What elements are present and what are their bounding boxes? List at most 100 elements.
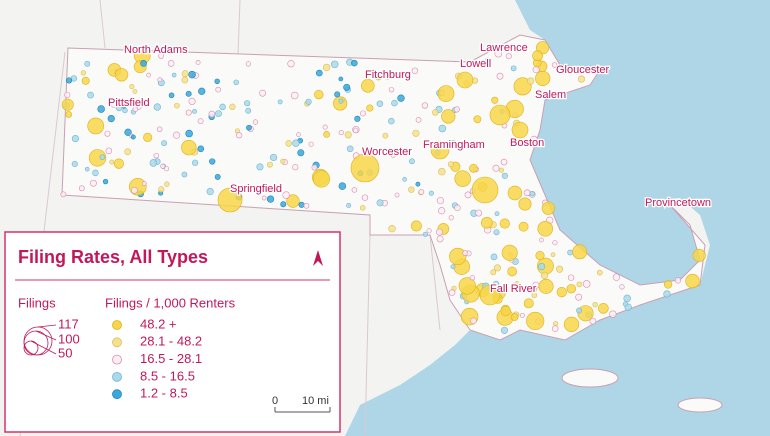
dot [412, 129, 420, 137]
dot [161, 140, 168, 147]
dot [330, 60, 339, 69]
dot [167, 60, 175, 67]
dot [277, 99, 283, 105]
dot [168, 92, 175, 99]
dot [553, 321, 559, 327]
rate-swatch [112, 337, 122, 348]
dot [622, 301, 628, 307]
dot [596, 269, 603, 276]
place-label: Pittsfield [108, 97, 150, 109]
north-arrow [313, 250, 323, 266]
dot [572, 244, 588, 260]
dot [448, 215, 454, 221]
dot [438, 124, 447, 133]
rate-label: 1.2 - 8.5 [140, 386, 188, 401]
dot [493, 229, 500, 236]
place-label: Gloucester [556, 64, 610, 76]
dot [551, 325, 559, 332]
dot [195, 60, 201, 65]
dot [494, 49, 503, 58]
dot [305, 98, 312, 105]
place-label: Provincetown [645, 197, 711, 209]
dot [510, 65, 517, 72]
dot [171, 72, 177, 78]
dot [513, 77, 532, 96]
dot [538, 262, 546, 271]
dot [550, 252, 556, 258]
size-heading: Filings [18, 295, 56, 310]
dot [592, 301, 598, 308]
dot [566, 283, 576, 294]
dot [537, 221, 553, 237]
filing-dots [60, 41, 706, 334]
dot [65, 77, 73, 84]
dot [692, 248, 706, 262]
dot [471, 176, 499, 204]
dot [115, 104, 123, 112]
dot [462, 250, 468, 256]
dot [418, 189, 425, 195]
place-label: Springfield [230, 183, 282, 195]
dot [520, 312, 525, 318]
size-label: 117 [58, 316, 79, 331]
dot [338, 76, 344, 82]
dot [469, 275, 476, 281]
dot [192, 159, 199, 166]
dot [323, 130, 330, 138]
dot [256, 163, 264, 171]
dot [421, 102, 429, 109]
dot [61, 98, 74, 111]
dot [499, 218, 510, 229]
dot [338, 129, 344, 136]
dot [527, 77, 535, 85]
size-leader [35, 330, 57, 341]
dot [143, 132, 153, 142]
rate-heading: Filings / 1,000 Renters [105, 295, 236, 310]
dot [343, 83, 351, 91]
dot [541, 201, 555, 215]
dot [245, 107, 252, 114]
legend-title: Filing Rates, All Types [18, 247, 208, 267]
scale-end: 10 mi [302, 395, 329, 407]
dot [436, 235, 444, 243]
scale-start: 0 [272, 395, 278, 407]
dot [244, 100, 251, 107]
dot [88, 149, 107, 167]
dot [428, 190, 434, 196]
dot [107, 114, 115, 123]
dot [280, 201, 287, 208]
dot [164, 181, 170, 187]
dot [252, 119, 259, 125]
place-labels: North Adams Pittsfield Fitchburg Lawrence Lo… [107, 41, 713, 297]
dot [215, 86, 221, 93]
dot [492, 164, 500, 172]
size-leader [37, 324, 57, 328]
dot [518, 221, 529, 232]
dot [156, 126, 163, 133]
place-label: Fitchburg [365, 69, 411, 81]
dot [351, 187, 358, 193]
size-label: 50 [58, 345, 72, 360]
dot [214, 78, 220, 84]
dot [308, 141, 314, 147]
dot [282, 191, 290, 199]
dot [113, 158, 124, 169]
dot [540, 271, 549, 280]
dot [500, 158, 508, 166]
dot [90, 179, 97, 187]
dot [366, 104, 374, 112]
dot [514, 281, 520, 286]
dot [507, 266, 517, 277]
rate-swatch [112, 371, 122, 382]
dot [233, 79, 239, 86]
dot [556, 286, 567, 298]
dot [192, 108, 197, 114]
dot [555, 265, 564, 273]
dot [539, 237, 544, 243]
dot [609, 310, 617, 318]
dot [573, 68, 581, 75]
dot [415, 117, 422, 123]
dot [206, 187, 214, 196]
rate-label: 48.2 + [140, 316, 177, 331]
dot [81, 76, 90, 85]
